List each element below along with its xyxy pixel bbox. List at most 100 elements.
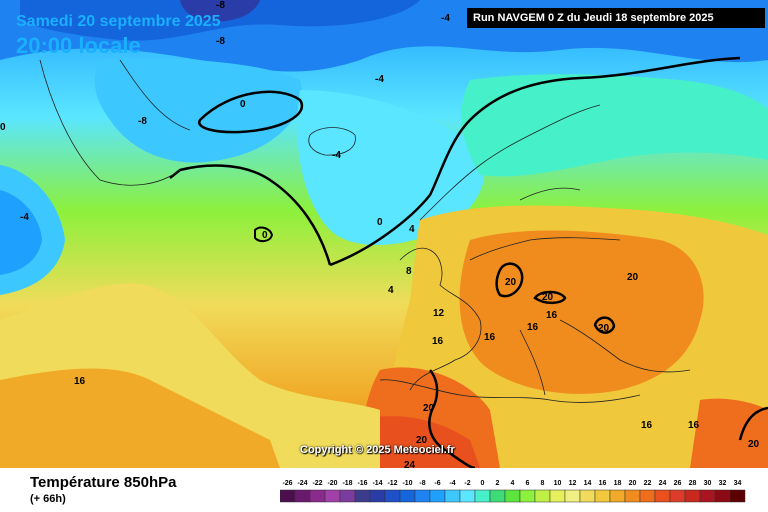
legend-label: 8 (541, 480, 545, 487)
forecast-date: Samedi 20 septembre 2025 (16, 13, 221, 30)
isotherm-label: 16 (546, 310, 558, 321)
legend-label: -24 (297, 480, 307, 487)
map-footer: Température 850hPa (+ 66h) -26 -24 -22 -20-… (0, 468, 768, 512)
legend-swatch (309, 489, 326, 503)
isotherm-label: 20 (598, 323, 610, 334)
isotherm-label: 0 (240, 99, 246, 110)
very-hot-zone-africa (350, 416, 480, 468)
atlantic-warm-core (0, 368, 280, 468)
isotherm-label: 4 (388, 285, 394, 296)
isotherm-label: 20 (416, 435, 428, 446)
legend-label: 16 (599, 480, 607, 487)
legend-label: 22 (644, 480, 652, 487)
legend-swatch (474, 489, 491, 503)
legend-swatch (654, 489, 671, 503)
legend-label: -26 (282, 480, 292, 487)
greenland-cold (94, 58, 302, 163)
isotherm-label: -4 (375, 74, 384, 85)
isotherm-label: -8 (138, 116, 147, 127)
legend-swatch (684, 489, 701, 503)
legend-label: -8 (419, 480, 425, 487)
isotherm-label: 8 (406, 266, 412, 277)
legend-swatch (564, 489, 581, 503)
isotherm-label: 16 (484, 332, 496, 343)
legend-label: -22 (312, 480, 322, 487)
temperature-map: -8 -4 -8 -4 0 -8 -4 0 0 -4 0 4 8 4 12 16… (0, 0, 768, 468)
legend-swatch (609, 489, 626, 503)
legend-swatch (294, 489, 311, 503)
legend-label: 20 (629, 480, 637, 487)
legend-label: 26 (674, 480, 682, 487)
isotherm-label: 16 (688, 420, 700, 431)
legend-swatch (714, 489, 731, 503)
coastline-africa (379, 379, 641, 403)
isotherm-20-balkans (593, 316, 616, 334)
legend-label: -4 (449, 480, 455, 487)
variable-title: Température 850hPa (30, 474, 177, 491)
east-warm (690, 398, 768, 468)
scandinavia-cool (461, 74, 768, 177)
color-legend: -26 -24 -22 -20 -18 -16 -14 -12 -10 -8 -6 -4 -2 0 2 4 6 8… (280, 480, 746, 503)
legend-swatch (639, 489, 656, 503)
lead-time: (+ 66h) (30, 493, 66, 505)
legend-label: -16 (357, 480, 367, 487)
isotherm-label: 16 (641, 420, 653, 431)
legend-label: 30 (704, 480, 712, 487)
isotherm-20-alps (533, 290, 567, 305)
isotherm-label: 12 (433, 308, 445, 319)
isotherm-label: -4 (20, 212, 29, 223)
isotherm-label: 20 (542, 292, 554, 303)
copyright-notice: Copyright © 2025 Meteociel.fr (300, 444, 455, 456)
isotherm-label: 16 (432, 336, 444, 347)
isotherm-label: -4 (441, 13, 450, 24)
legend-label: 12 (569, 480, 577, 487)
legend-swatch (504, 489, 521, 503)
west-cold-core (0, 190, 42, 275)
legend-swatch (414, 489, 431, 503)
legend-swatch (384, 489, 401, 503)
legend-swatch (369, 489, 386, 503)
legend-swatch (459, 489, 476, 503)
legend-label: 6 (526, 480, 530, 487)
legend-label: -12 (387, 480, 397, 487)
isotherm-0-atlantic (254, 226, 274, 243)
legend-label: 24 (659, 480, 667, 487)
isotherm-label: 0 (377, 217, 383, 228)
legend-label: -18 (342, 480, 352, 487)
coastline-greenland (39, 59, 191, 186)
legend-swatch (444, 489, 461, 503)
legend-label: 4 (511, 480, 515, 487)
isotherm-labels: -8 -4 -8 -4 0 -8 -4 0 0 -4 0 4 8 4 12 16… (0, 0, 760, 468)
legend-swatch (280, 489, 296, 503)
legend-swatch (534, 489, 551, 503)
legend-swatch (429, 489, 446, 503)
legend-label: 14 (584, 480, 592, 487)
isotherm-label: 0 (0, 122, 6, 133)
legend-label: 2 (496, 480, 500, 487)
isotherm-label: -4 (332, 150, 341, 161)
legend-label: 32 (719, 480, 727, 487)
forecast-time: 20:00 locale (16, 33, 141, 58)
isotherm-label: 16 (74, 376, 86, 387)
isotherm-label: 20 (505, 277, 517, 288)
isotherm-label: -8 (216, 0, 225, 11)
legend-swatch (624, 489, 641, 503)
isotherm-label: 16 (527, 322, 539, 333)
legend-label: 10 (554, 480, 562, 487)
legend-swatch (399, 489, 416, 503)
extreme-cold-zone (180, 0, 260, 22)
legend-swatch (579, 489, 596, 503)
isotherm-0-main (169, 56, 741, 267)
isotherm-label: 24 (404, 460, 416, 468)
legend-swatch (669, 489, 686, 503)
hot-zone-central (459, 230, 704, 394)
map-canvas: -8 -4 -8 -4 0 -8 -4 0 0 -4 0 4 8 4 12 16… (0, 0, 768, 468)
legend-swatch (489, 489, 506, 503)
legend-swatch (699, 489, 716, 503)
legend-label: 0 (481, 480, 485, 487)
coastline-scandinavia (419, 104, 601, 221)
legend-swatch (519, 489, 536, 503)
legend-swatch (594, 489, 611, 503)
isotherm-20-central (495, 262, 524, 298)
legend-label: 18 (614, 480, 622, 487)
